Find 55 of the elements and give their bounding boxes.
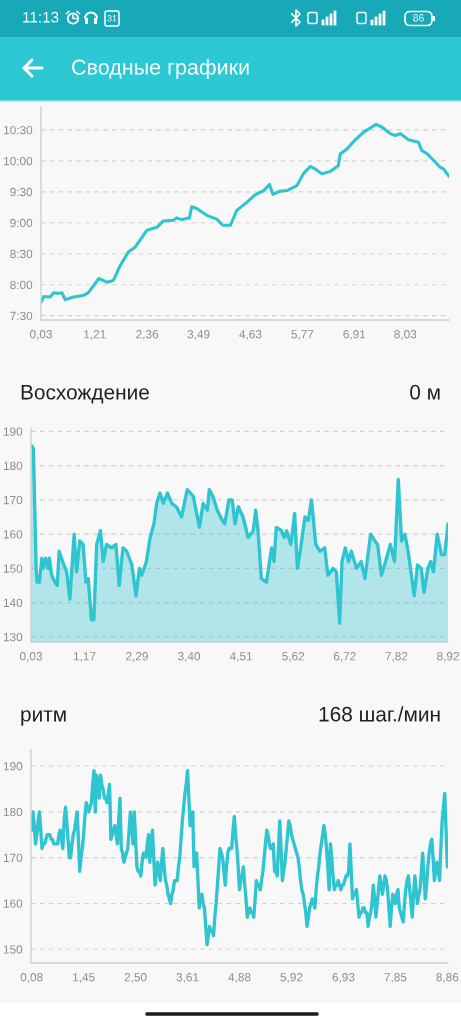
x-tick-label: 3,40 [178,652,201,662]
y-tick-label: 190 [3,762,23,771]
y-tick-label: 130 [3,632,23,642]
x-tick-label: 1,17 [73,652,96,662]
x-tick-label: 6,72 [333,652,356,662]
y-tick-label: 140 [3,598,23,608]
x-tick-label: 7,82 [385,652,408,662]
text: 86 [413,14,424,22]
x-tick-label: 4,63 [239,330,262,340]
line-series [31,768,448,947]
y-tick-label: 10:30 [4,125,33,135]
y-tick-label: 180 [3,807,23,817]
y-tick-label: 7:30 [10,311,33,321]
x-tick-label: 1,45 [73,973,95,983]
y-tick-label: 160 [3,530,23,539]
x-tick-label: 5,77 [291,330,314,340]
chart-title: Восхождение [21,385,149,404]
y-tick-label: 8:00 [10,280,33,290]
x-tick-label: 4,88 [228,973,251,983]
y-tick-label: 10:00 [4,156,33,166]
text: Сводные графики [72,58,249,80]
text: 31 [107,15,117,22]
x-tick-label: 6,93 [332,973,355,983]
y-tick-label: 170 [3,495,23,505]
text: 11:13 [23,11,59,23]
x-tick-label: 8,03 [394,330,417,340]
y-tick-label: 160 [3,899,23,908]
x-tick-label: 3,49 [187,330,210,340]
x-tick-label: 8,86 [436,973,459,983]
y-tick-label: 170 [3,853,23,863]
y-tick-label: 180 [3,461,23,471]
y-tick-label: 8:30 [10,249,33,259]
x-tick-label: 0,03 [19,652,42,662]
text: 168 шаг./мин [319,706,440,722]
y-tick-label: 150 [3,564,23,573]
x-tick-label: 5,92 [280,973,303,983]
x-tick-label: 2,36 [136,330,159,340]
line-series [41,122,449,304]
x-tick-label: 0,08 [20,973,43,983]
text: 0 м [410,384,440,400]
y-tick-label: 9:00 [10,218,33,228]
y-tick-label: 9:30 [10,187,33,197]
x-tick-label: 2,50 [124,973,147,983]
y-tick-label: 190 [3,427,23,436]
y-tick-label: 150 [3,945,23,954]
x-tick-label: 3,61 [176,973,199,983]
chart-title: ритм [21,710,66,726]
x-tick-label: 2,29 [126,652,148,662]
x-tick-label: 7,85 [384,973,407,983]
x-tick-label: 1,21 [84,330,106,340]
x-tick-label: 5,62 [282,652,305,662]
x-tick-label: 0,03 [29,330,52,340]
x-tick-label: 4,51 [229,652,253,662]
x-tick-label: 8,92 [437,652,459,662]
x-tick-label: 6,91 [343,330,366,340]
